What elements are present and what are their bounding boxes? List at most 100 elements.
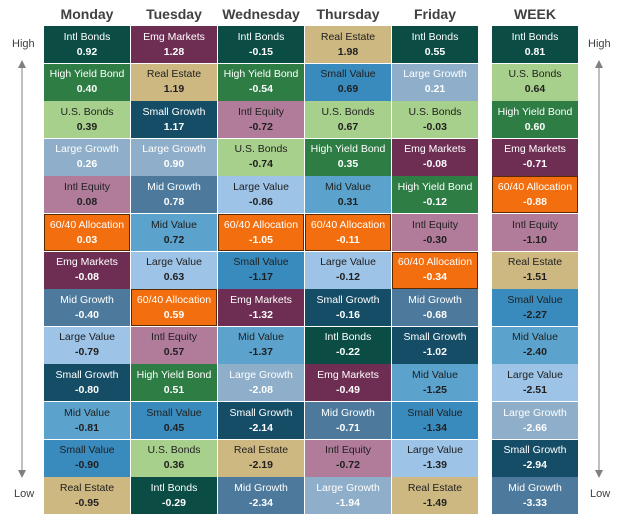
quilt-cell: Mid Value -1.37 — [218, 326, 304, 364]
cell-asset-label: Small Growth — [316, 293, 380, 306]
quilt-cell: Small Value -1.34 — [392, 402, 478, 439]
quilt-cell: Emg Markets -0.71 — [492, 138, 578, 176]
cell-return-value: -1.49 — [423, 496, 447, 509]
cell-return-value: -0.40 — [75, 308, 99, 321]
cell-asset-label: Intl Bonds — [411, 30, 459, 43]
cell-return-value: -2.66 — [523, 421, 547, 434]
quilt-cell: Real Estate 1.98 — [305, 26, 391, 63]
quilt-cell: Large Value -0.12 — [305, 251, 391, 289]
cell-asset-label: Intl Bonds — [237, 30, 285, 43]
cell-return-value: 0.40 — [76, 83, 98, 96]
cell-asset-label: U.S. Bonds — [147, 444, 201, 457]
quilt-cell: Mid Growth -3.33 — [492, 477, 578, 514]
quilt-cell: U.S. Bonds 0.64 — [492, 63, 578, 101]
quilt-cell: Emg Markets -0.08 — [44, 251, 130, 289]
cell-return-value: 1.98 — [337, 45, 359, 58]
cell-return-value: 0.21 — [424, 83, 446, 96]
low-label-right: Low — [590, 488, 611, 500]
quilt-cell: Large Value -0.86 — [218, 176, 304, 214]
quilt-cell: Mid Growth -0.40 — [44, 289, 130, 327]
cell-asset-label: Intl Equity — [150, 331, 198, 344]
cell-asset-label: Small Value — [59, 444, 115, 457]
cell-return-value: -2.08 — [249, 383, 273, 396]
cell-asset-label: U.S. Bonds — [234, 143, 288, 156]
quilt-cell: 60/40 Allocation -0.11 — [305, 214, 391, 251]
cell-asset-label: Intl Bonds — [324, 331, 372, 344]
quilt-cell: Emg Markets -1.32 — [218, 289, 304, 327]
cell-return-value: 0.26 — [76, 158, 98, 171]
cell-asset-label: Intl Equity — [237, 105, 285, 118]
quilt-cell: Large Growth -2.08 — [218, 364, 304, 402]
cell-asset-label: Emg Markets — [317, 368, 379, 381]
column-header-week: WEEK — [514, 6, 556, 22]
quilt-cell: Intl Bonds -0.29 — [131, 477, 217, 514]
cell-return-value: -0.54 — [249, 83, 273, 96]
quilt-cell: Intl Equity -0.72 — [305, 439, 391, 477]
quilt-cell: U.S. Bonds -0.74 — [218, 138, 304, 176]
cell-asset-label: Intl Bonds — [511, 30, 559, 43]
cell-return-value: -1.32 — [249, 308, 273, 321]
cell-return-value: 0.39 — [76, 120, 98, 133]
cell-asset-label: High Yield Bond — [49, 68, 125, 81]
cell-asset-label: Large Growth — [55, 143, 119, 156]
cell-asset-label: Large Value — [507, 368, 563, 381]
high-label-left: High — [12, 38, 35, 50]
cell-return-value: 0.81 — [524, 45, 546, 58]
cell-asset-label: Large Value — [146, 256, 202, 269]
column-header-monday: Monday — [60, 6, 114, 22]
cell-return-value: -0.29 — [162, 496, 186, 509]
cell-asset-label: Mid Value — [151, 218, 197, 231]
quilt-cell: Intl Equity -0.72 — [218, 101, 304, 139]
cell-asset-label: Small Value — [233, 256, 289, 269]
cell-asset-label: Large Growth — [403, 68, 467, 81]
cell-asset-label: Large Value — [59, 331, 115, 344]
cell-asset-label: 60/40 Allocation — [49, 218, 125, 231]
cell-asset-label: Mid Growth — [321, 406, 375, 419]
cell-asset-label: Real Estate — [233, 444, 289, 457]
quilt-cell: 60/40 Allocation -1.05 — [218, 214, 304, 251]
cell-return-value: -0.12 — [423, 195, 447, 208]
cell-return-value: -1.17 — [249, 271, 273, 284]
cell-return-value: -2.51 — [523, 383, 547, 396]
quilt-cell: Intl Bonds -0.15 — [218, 26, 304, 63]
cell-asset-label: High Yield Bond — [223, 68, 299, 81]
quilt-cell: Emg Markets 1.28 — [131, 26, 217, 63]
quilt-cell: Real Estate 1.19 — [131, 63, 217, 101]
quilt-cell: 60/40 Allocation 0.03 — [44, 214, 130, 251]
cell-asset-label: Mid Value — [412, 368, 458, 381]
quilt-cell: Small Growth -0.80 — [44, 364, 130, 402]
cell-asset-label: Intl Equity — [324, 444, 372, 457]
quilt-cell: Mid Value -1.25 — [392, 364, 478, 402]
cell-return-value: 1.17 — [163, 120, 185, 133]
low-label-left: Low — [14, 488, 35, 500]
cell-asset-label: Mid Value — [238, 331, 284, 344]
cell-return-value: -0.15 — [249, 45, 273, 58]
cell-return-value: -0.22 — [336, 346, 360, 359]
cell-asset-label: High Yield Bond — [310, 143, 386, 156]
high-label-right: High — [588, 38, 611, 50]
quilt-cell: Mid Value 0.31 — [305, 176, 391, 214]
cell-return-value: -0.95 — [75, 496, 99, 509]
cell-return-value: 0.78 — [163, 195, 185, 208]
quilt-cell: Small Growth -1.02 — [392, 326, 478, 364]
cell-asset-label: Small Growth — [142, 105, 206, 118]
cell-asset-label: Large Growth — [142, 143, 206, 156]
quilt-cell: Intl Bonds -0.22 — [305, 326, 391, 364]
cell-asset-label: Real Estate — [507, 256, 563, 269]
cell-return-value: 0.64 — [524, 83, 546, 96]
cell-asset-label: U.S. Bonds — [408, 105, 462, 118]
column-header-tuesday: Tuesday — [146, 6, 202, 22]
cell-return-value: -0.88 — [523, 195, 547, 208]
ranking-arrow-right — [595, 60, 603, 478]
column-header-friday: Friday — [413, 6, 456, 22]
quilt-cell: Small Value -0.90 — [44, 439, 130, 477]
cell-return-value: 1.28 — [163, 45, 185, 58]
cell-asset-label: Mid Growth — [60, 293, 114, 306]
cell-return-value: -0.79 — [75, 346, 99, 359]
quilt-cell: Small Value -2.27 — [492, 289, 578, 327]
quilt-cell: Intl Equity -1.10 — [492, 214, 578, 251]
quilt-cell: Real Estate -2.19 — [218, 439, 304, 477]
cell-return-value: -2.14 — [249, 421, 273, 434]
quilt-cell: 60/40 Allocation 0.59 — [131, 289, 217, 327]
cell-return-value: -0.71 — [336, 421, 360, 434]
